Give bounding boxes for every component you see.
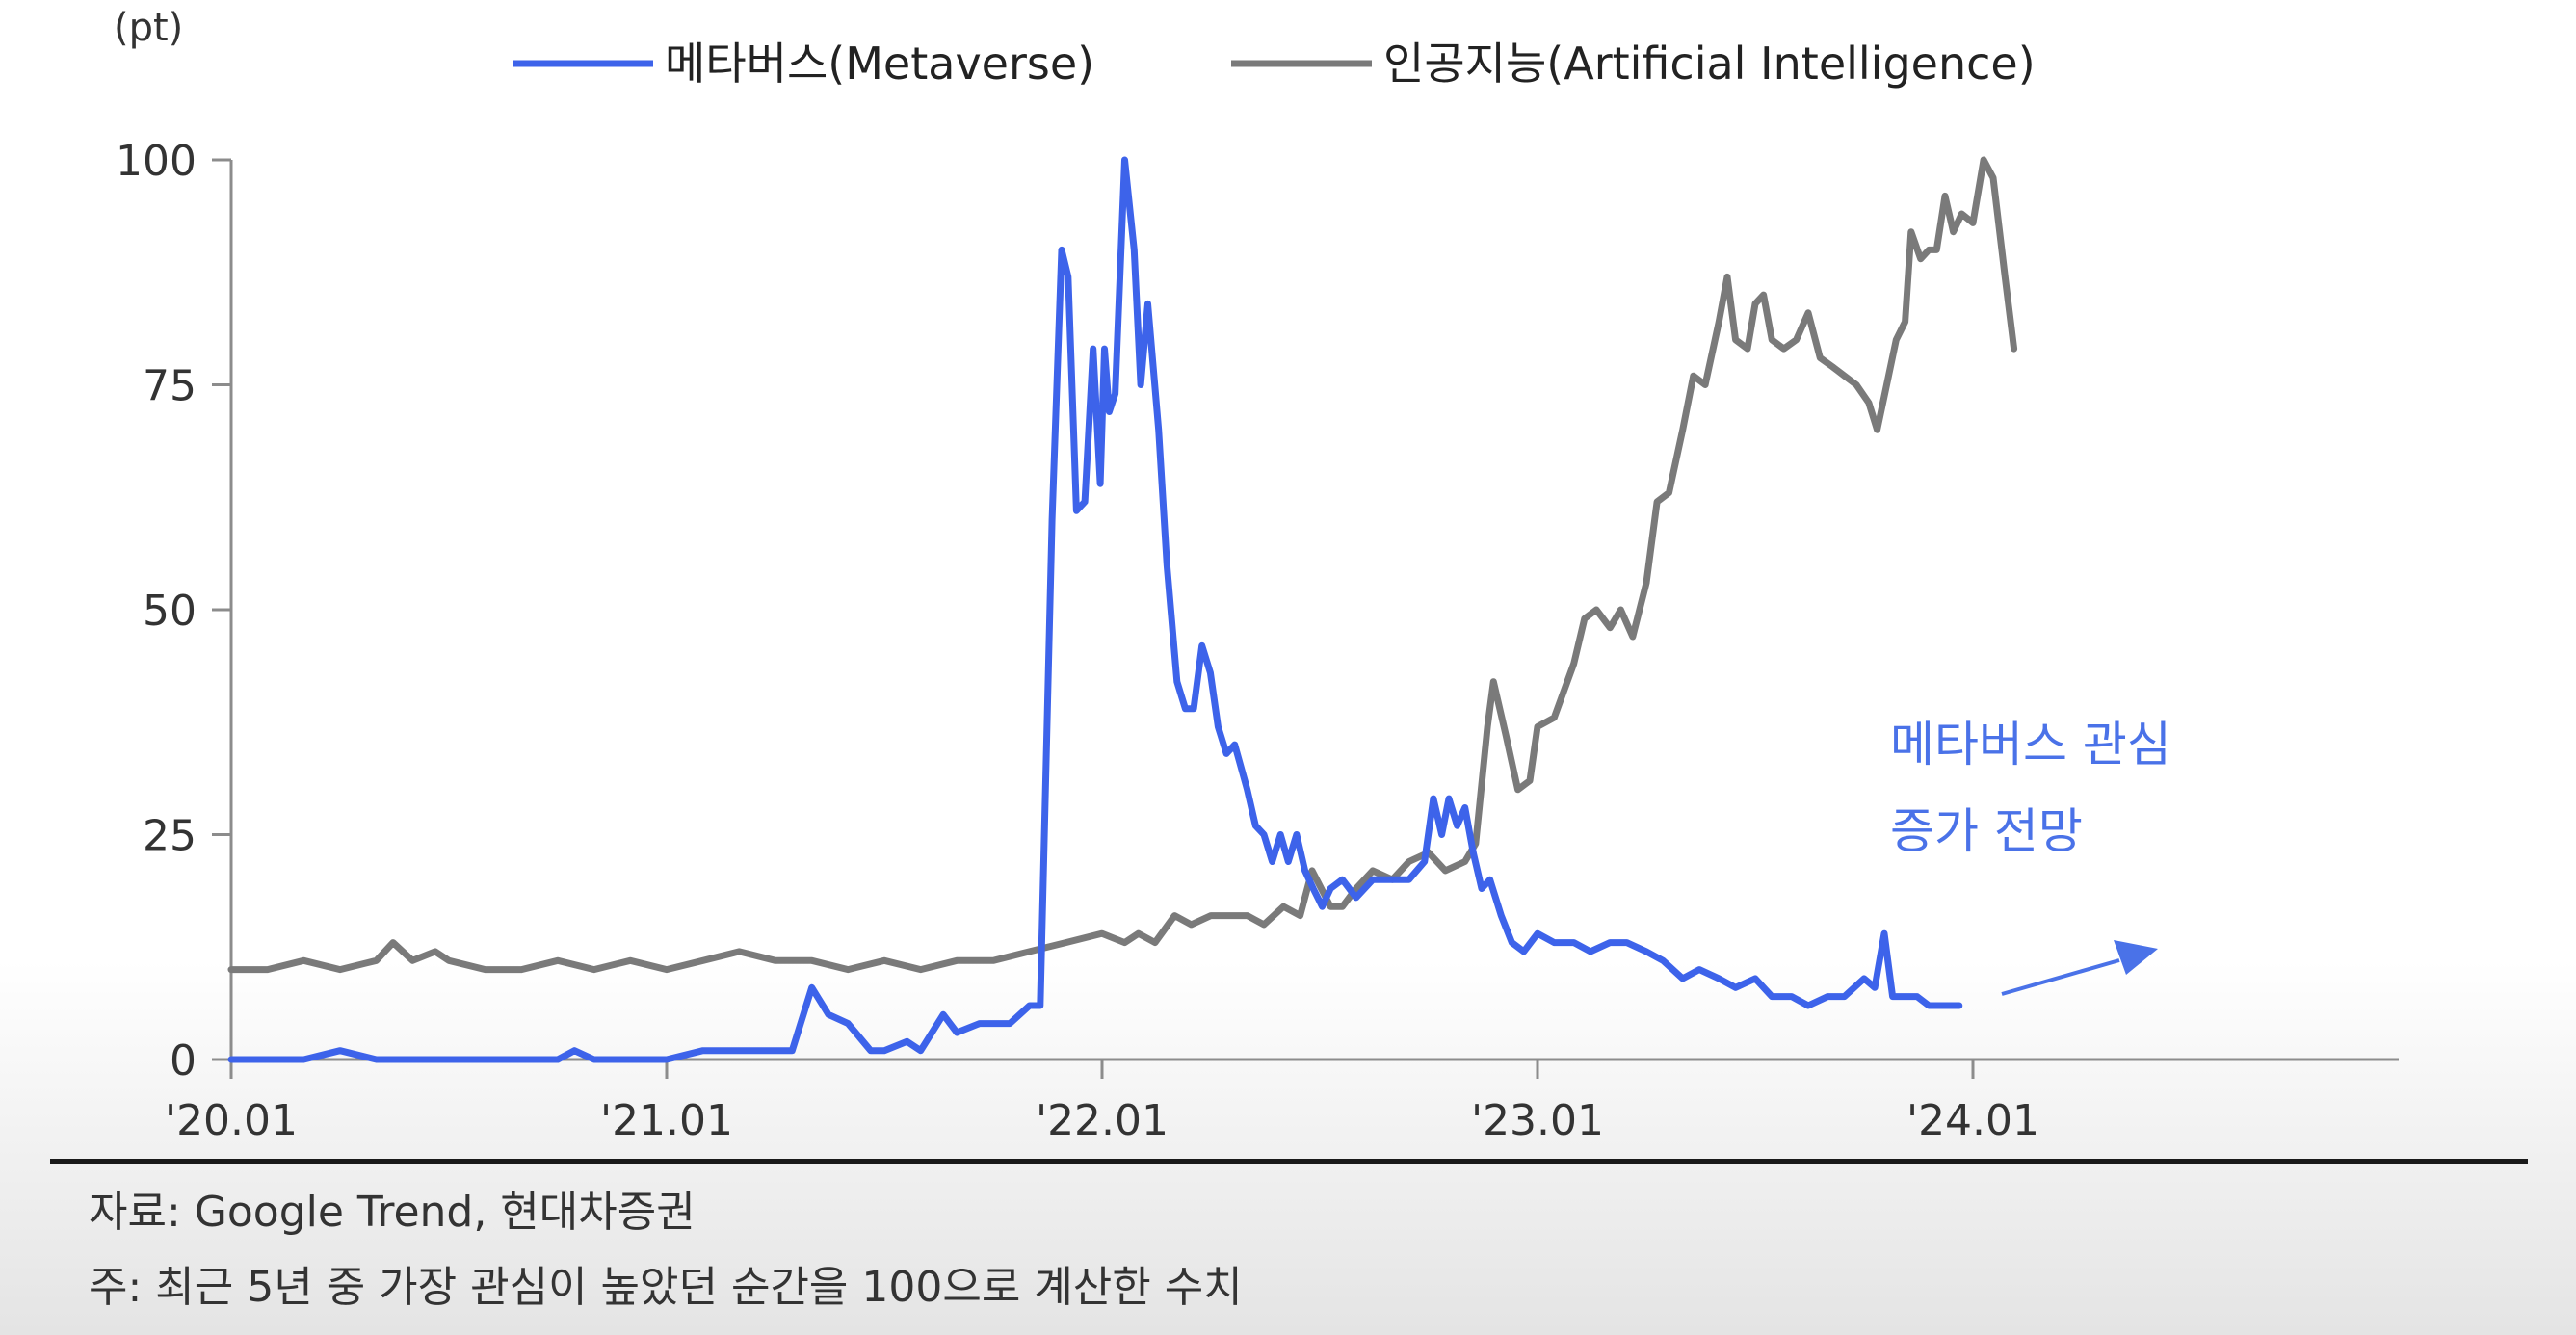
legend-label-metaverse: 메타버스(Metaverse) <box>665 38 1094 90</box>
x-tick-label: '21.01 <box>600 1096 733 1145</box>
source-note: 자료: Google Trend, 현대차증권 <box>89 1188 696 1237</box>
y-tick-label: 100 <box>116 137 197 186</box>
annotation-text-line-1: 메타버스 관심 <box>1890 717 2171 772</box>
x-tick-label: '22.01 <box>1036 1096 1169 1145</box>
series-layer <box>227 156 2018 1063</box>
y-axis-unit-label: (pt) <box>114 6 183 50</box>
series-line-ai <box>227 156 2018 974</box>
y-tick-label: 75 <box>143 362 197 411</box>
series-line-metaverse <box>227 156 1963 1063</box>
y-tick-label: 50 <box>143 587 197 636</box>
footer-divider <box>50 1159 2528 1164</box>
trend-annotation: 메타버스 관심 증가 전망 <box>1890 717 2171 996</box>
y-tick-label: 25 <box>143 812 197 861</box>
x-axis-ticks: '20.01 '21.01 '22.01 '23.01 '24.01 <box>165 1060 2039 1145</box>
x-tick-label: '23.01 <box>1471 1096 1604 1145</box>
x-tick-label: '20.01 <box>165 1096 298 1145</box>
annotation-arrow-icon <box>2114 940 2158 975</box>
y-axis-ticks: 0 25 50 75 100 <box>116 137 231 1086</box>
chart-legend: 메타버스(Metaverse) 인공지능(Artificial Intellig… <box>513 38 2036 90</box>
y-tick-label: 0 <box>170 1036 197 1086</box>
annotation-arrow-shaft <box>2001 958 2120 996</box>
x-tick-label: '24.01 <box>1906 1096 2039 1145</box>
legend-label-ai: 인공지능(Artificial Intelligence) <box>1383 38 2036 90</box>
footnote: 주: 최근 5년 중 가장 관심이 높았던 순간을 100으로 계산한 수치 <box>89 1263 1243 1312</box>
annotation-text-line-2: 증가 전망 <box>1890 803 2083 859</box>
